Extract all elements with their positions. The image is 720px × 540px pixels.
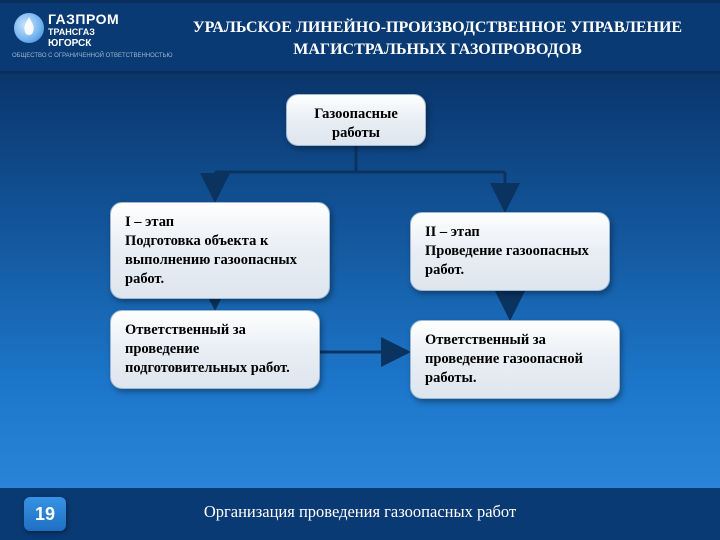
- node-resp1: Ответственный за проведение подготовител…: [110, 310, 320, 389]
- logo-brand: ГАЗПРОМ: [48, 11, 119, 27]
- diagram-area: Газоопасные работы I – этапПодготовка об…: [0, 74, 720, 488]
- logo: ГАЗПРОМ ТРАНСГАЗ ЮГОРСК ОБЩЕСТВО С ОГРАН…: [12, 9, 142, 69]
- header-bar: ГАЗПРОМ ТРАНСГАЗ ЮГОРСК ОБЩЕСТВО С ОГРАН…: [0, 0, 720, 74]
- node-stage2: II – этапПроведение газоопасных работ.: [410, 212, 610, 291]
- footer-bar: 19 Организация проведения газоопасных ра…: [0, 488, 720, 540]
- logo-sub: ОБЩЕСТВО С ОГРАНИЧЕННОЙ ОТВЕТСТВЕННОСТЬЮ: [12, 53, 173, 59]
- logo-line3: ЮГОРСК: [48, 38, 91, 49]
- node-resp1-text: Ответственный за проведение подготовител…: [125, 322, 290, 376]
- node-root-text: Газоопасные работы: [314, 106, 398, 141]
- header-title-l1: УРАЛЬСКОЕ ЛИНЕЙНО-ПРОИЗВОДСТВЕННОЕ УПРАВ…: [193, 19, 682, 36]
- flame-icon: [14, 13, 44, 43]
- header-title-l2: МАГИСТРАЛЬНЫХ ГАЗОПРОВОДОВ: [293, 41, 582, 58]
- slide: ГАЗПРОМ ТРАНСГАЗ ЮГОРСК ОБЩЕСТВО С ОГРАН…: [0, 0, 720, 540]
- node-stage1-text: I – этапПодготовка объекта к выполнению …: [125, 214, 297, 287]
- node-root: Газоопасные работы: [286, 94, 426, 146]
- logo-line2: ТРАНСГАЗ: [48, 27, 95, 37]
- node-resp2: Ответственный за проведение газоопасной …: [410, 320, 620, 399]
- node-resp2-text: Ответственный за проведение газоопасной …: [425, 332, 583, 386]
- header-title: УРАЛЬСКОЕ ЛИНЕЙНО-ПРОИЗВОДСТВЕННОЕ УПРАВ…: [175, 17, 700, 60]
- node-stage1: I – этапПодготовка объекта к выполнению …: [110, 202, 330, 299]
- node-stage2-text: II – этапПроведение газоопасных работ.: [425, 224, 589, 278]
- footer-title: Организация проведения газоопасных работ: [0, 502, 720, 522]
